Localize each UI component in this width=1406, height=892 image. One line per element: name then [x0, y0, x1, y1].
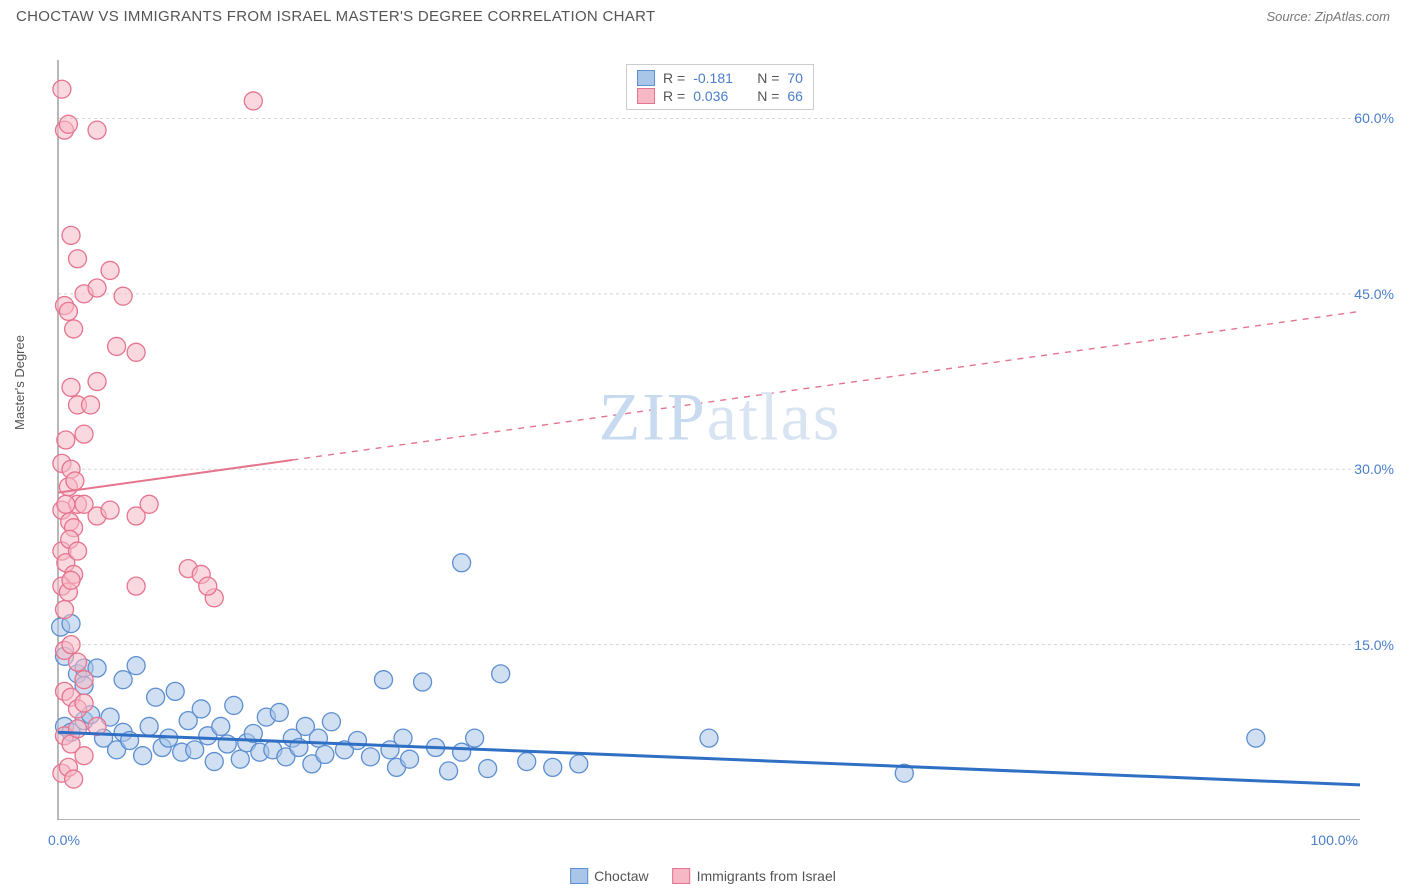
chart-area: ZIPatlas R = -0.181 N = 70 R = 0.036 N =… [50, 60, 1390, 820]
x-tick-label-min: 0.0% [48, 832, 80, 848]
legend-r-value: -0.181 [693, 70, 741, 86]
scatter-chart [50, 60, 1390, 820]
legend-n-label: N = [757, 70, 779, 86]
legend-r-label: R = [663, 70, 685, 86]
correlation-legend: R = -0.181 N = 70 R = 0.036 N = 66 [626, 64, 814, 110]
legend-r-label: R = [663, 88, 685, 104]
chart-title: CHOCTAW VS IMMIGRANTS FROM ISRAEL MASTER… [16, 8, 655, 25]
y-axis-label: Master's Degree [12, 335, 27, 430]
legend-r-value: 0.036 [693, 88, 741, 104]
legend-n-value: 70 [787, 70, 803, 86]
legend-swatch [637, 88, 655, 104]
legend-swatch [570, 868, 588, 884]
legend-corr-row: R = 0.036 N = 66 [637, 87, 803, 105]
y-tick-label: 30.0% [1354, 461, 1394, 477]
legend-n-label: N = [757, 88, 779, 104]
legend-n-value: 66 [787, 88, 803, 104]
chart-header: CHOCTAW VS IMMIGRANTS FROM ISRAEL MASTER… [0, 0, 1406, 29]
y-tick-label: 45.0% [1354, 286, 1394, 302]
y-tick-label: 60.0% [1354, 110, 1394, 126]
series-legend: Choctaw Immigrants from Israel [570, 868, 836, 884]
y-tick-label: 15.0% [1354, 637, 1394, 653]
legend-corr-row: R = -0.181 N = 70 [637, 69, 803, 87]
chart-source: Source: ZipAtlas.com [1266, 9, 1390, 24]
legend-swatch [673, 868, 691, 884]
legend-series-label: Immigrants from Israel [697, 868, 836, 884]
legend-swatch [637, 70, 655, 86]
x-tick-label-max: 100.0% [1311, 832, 1358, 848]
legend-series-item: Choctaw [570, 868, 648, 884]
legend-series-label: Choctaw [594, 868, 648, 884]
legend-series-item: Immigrants from Israel [673, 868, 836, 884]
